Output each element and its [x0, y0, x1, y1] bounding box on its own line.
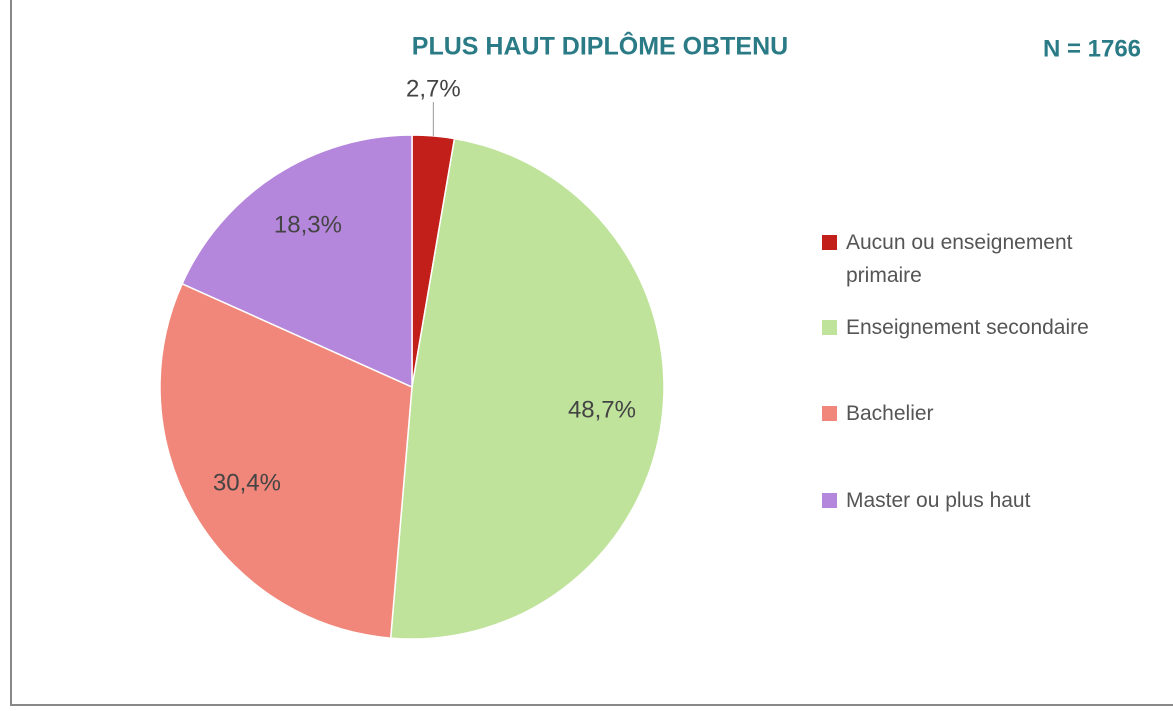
- pie-slice: [389, 137, 665, 640]
- legend-label: Enseignement secondaire: [846, 316, 1089, 339]
- data-label: 18,3%: [274, 212, 342, 239]
- data-label: 30,4%: [213, 469, 281, 496]
- chart-title: PLUS HAUT DIPLÔME OBTENU: [412, 31, 788, 61]
- annotation: N = 1766: [1043, 35, 1141, 62]
- legend-label: Aucun ou enseignement primaire: [846, 231, 1073, 287]
- legend-item: Enseignement secondaire: [822, 311, 1126, 344]
- legend-label: Master ou plus haut: [846, 489, 1031, 512]
- pie-slice: [181, 134, 413, 389]
- chart-frame: [10, 0, 1173, 706]
- legend-item: Aucun ou enseignement primaire: [822, 226, 1126, 292]
- legend-label: Bachelier: [846, 402, 934, 425]
- pie-slice: [159, 282, 413, 639]
- legend-item: Master ou plus haut: [822, 484, 1126, 517]
- legend-swatch: [822, 235, 837, 250]
- data-label: 48,7%: [568, 397, 636, 424]
- legend-swatch: [822, 493, 837, 508]
- data-label: 2,7%: [406, 75, 461, 102]
- legend-item: Bachelier: [822, 397, 1126, 430]
- legend-swatch: [822, 320, 837, 335]
- legend-swatch: [822, 406, 837, 421]
